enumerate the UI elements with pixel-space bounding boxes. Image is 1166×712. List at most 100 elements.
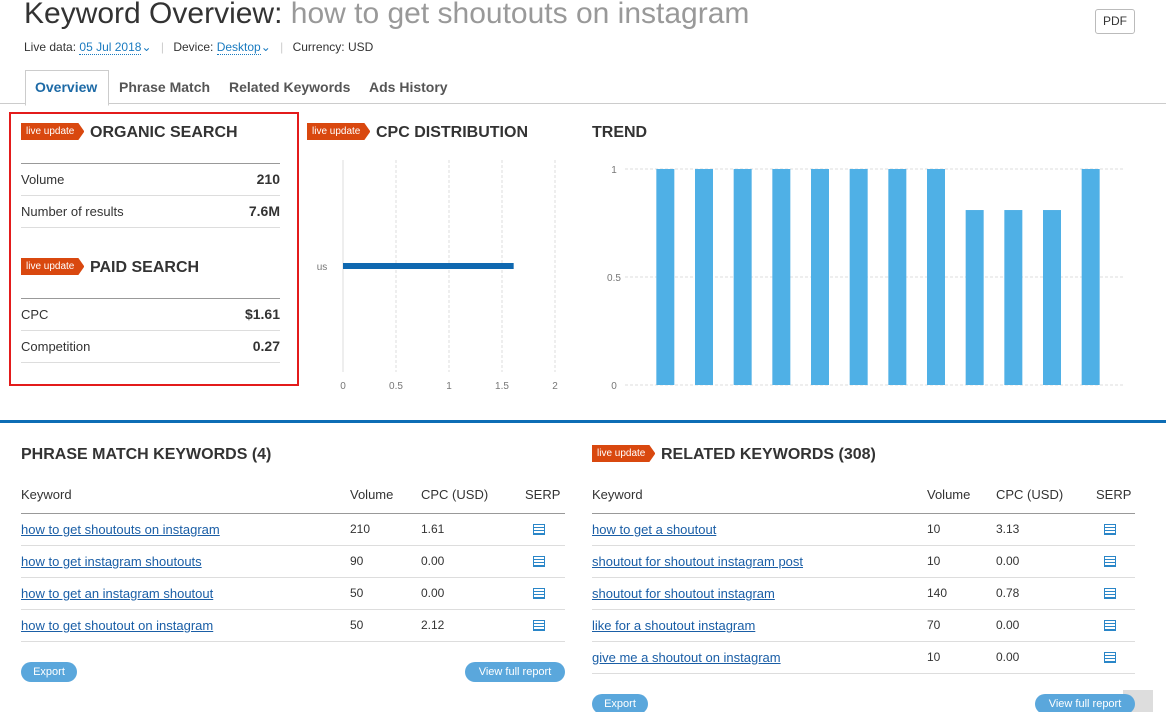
chart-title: TREND: [592, 124, 648, 141]
column-header: CPC (USD): [421, 487, 489, 502]
bar: [888, 169, 907, 385]
metric-label: Number of results: [21, 204, 124, 219]
volume: 140: [927, 586, 948, 600]
keyword-link[interactable]: like for a shoutout instagram: [592, 618, 756, 633]
column-header: SERP: [525, 487, 561, 502]
device-label: Device:: [173, 40, 214, 54]
serp-icon[interactable]: [533, 588, 545, 599]
serp-icon[interactable]: [1104, 620, 1116, 631]
metric-label: Volume: [21, 172, 65, 187]
x-tick-label: 0.5: [389, 381, 403, 392]
bar: [733, 169, 752, 385]
divider: [0, 420, 1166, 423]
separator: [21, 195, 280, 196]
x-tick-label: 1: [446, 381, 452, 392]
charts: 0 0.5 1 1.5 2 us 0 0.5 1: [317, 160, 1125, 392]
separator: [592, 513, 1135, 514]
bar: [849, 169, 868, 385]
cpc: 1.61: [421, 522, 445, 536]
active-tab-box: [25, 70, 109, 106]
bar: [965, 210, 984, 385]
export-button[interactable]: Export: [592, 694, 648, 712]
cpc: 0.00: [996, 554, 1020, 568]
tab-line: [0, 103, 1166, 104]
section-title: PAID SEARCH: [90, 259, 200, 276]
serp-icon[interactable]: [533, 556, 545, 567]
y-tick-label: 0.5: [607, 273, 621, 284]
y-tick-label: 0: [611, 381, 617, 392]
y-tick-label: us: [317, 262, 328, 273]
tab[interactable]: Related Keywords: [229, 79, 351, 95]
tab[interactable]: Phrase Match: [119, 79, 211, 95]
cpc: 0.00: [421, 554, 445, 568]
view-report-button[interactable]: View full report: [465, 662, 565, 682]
keyword-link[interactable]: how to get instagram shoutouts: [21, 554, 202, 569]
tab[interactable]: Overview: [35, 79, 98, 95]
keyword-link[interactable]: shoutout for shoutout instagram: [592, 586, 775, 601]
device-select[interactable]: Desktop: [216, 40, 261, 55]
x-tick-label: 2: [552, 381, 558, 392]
serp-icon[interactable]: [533, 620, 545, 631]
column-header: Volume: [927, 487, 971, 502]
separator: [21, 227, 280, 228]
metric-value: $1.61: [244, 306, 280, 322]
volume: 50: [350, 618, 364, 632]
view-report-button[interactable]: View full report: [1035, 694, 1135, 712]
date-select[interactable]: 05 Jul 2018: [79, 40, 142, 55]
bar: [811, 169, 829, 385]
column-header: Volume: [350, 487, 394, 502]
live-data-label: Live data:: [24, 40, 77, 54]
bar: [1004, 210, 1023, 385]
tab[interactable]: Ads History: [369, 79, 448, 95]
cpc: 2.12: [421, 618, 445, 632]
bar: [1043, 210, 1061, 385]
volume: 90: [350, 554, 364, 568]
separator: [592, 545, 1135, 546]
bar: [1081, 169, 1100, 385]
badge: live update: [21, 123, 84, 140]
volume: 10: [927, 554, 941, 568]
bar: [695, 169, 713, 385]
keyword-link[interactable]: how to get a shoutout: [592, 522, 717, 537]
column-header: Keyword: [21, 487, 72, 502]
separator: [21, 163, 280, 164]
export-button[interactable]: Export: [21, 662, 77, 682]
keyword-link[interactable]: how to get shoutouts on instagram: [21, 522, 220, 537]
highlight-box: [9, 112, 299, 386]
separator: [21, 298, 280, 299]
volume: 10: [927, 650, 941, 664]
pdf-button[interactable]: PDF: [1095, 9, 1135, 34]
separator: [21, 513, 565, 514]
page-title-wrap: Keyword Overview: how to get shoutouts o…: [24, 0, 749, 31]
section-title: ORGANIC SEARCH: [90, 124, 238, 141]
keyword-link[interactable]: give me a shoutout on instagram: [592, 650, 781, 665]
cpc: 0.00: [996, 650, 1020, 664]
keyword-link[interactable]: how to get shoutout on instagram: [21, 618, 214, 633]
section-title: PHRASE MATCH KEYWORDS (4): [21, 446, 272, 463]
badge: live update: [307, 123, 370, 140]
serp-icon[interactable]: [1104, 588, 1116, 599]
keyword-link[interactable]: shoutout for shoutout instagram post: [592, 554, 804, 569]
serp-icon[interactable]: [533, 524, 545, 535]
filters: Live data: 05 Jul 2018⌄ | Device: Deskto…: [24, 40, 374, 55]
volume: 70: [927, 618, 941, 632]
keyword-link[interactable]: how to get an instagram shoutout: [21, 586, 214, 601]
serp-icon[interactable]: [1104, 556, 1116, 567]
volume: 50: [350, 586, 364, 600]
metric-value: 7.6M: [248, 203, 280, 219]
column-header: Keyword: [592, 487, 643, 502]
page-title: Keyword Overview:: [24, 0, 283, 30]
section-title: RELATED KEYWORDS (308): [661, 446, 876, 463]
badge: live update: [21, 258, 84, 275]
cpc: 0.78: [996, 586, 1020, 600]
metric-value: 0.27: [252, 338, 280, 354]
serp-icon[interactable]: [1104, 652, 1116, 663]
y-tick-label: 1: [611, 165, 617, 176]
bar: [656, 169, 675, 385]
x-tick-label: 0: [340, 381, 346, 392]
badge: live update: [592, 445, 655, 462]
volume: 210: [350, 522, 371, 536]
metric-value: 210: [256, 171, 280, 187]
serp-icon[interactable]: [1104, 524, 1116, 535]
